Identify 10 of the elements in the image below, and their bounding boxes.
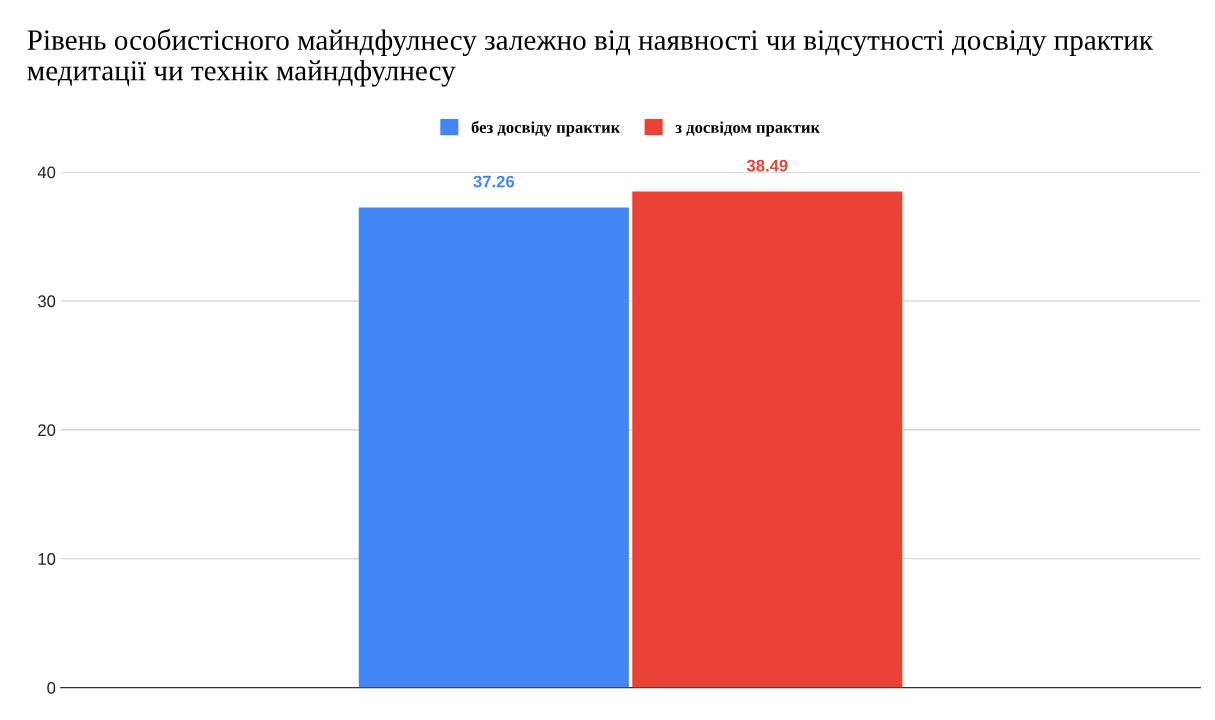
y-tick-label: 0 xyxy=(47,682,56,694)
y-tick-label: 40 xyxy=(37,166,56,179)
y-tick-label: 10 xyxy=(38,553,56,565)
legend-label: без досвіду практик xyxy=(471,120,621,137)
chart-title: Рівень особистісного майндфулнесу залежно від наявності чи відсутності досвіду практик медитації чи технік майндфулнесу xyxy=(27,28,1154,87)
data-label: 38.49 xyxy=(746,159,788,172)
data-label: 37.26 xyxy=(473,175,515,188)
y-tick-label: 30 xyxy=(37,295,56,308)
y-tick-label: 20 xyxy=(38,424,56,437)
legend-label: з досвідом практик xyxy=(675,121,821,137)
